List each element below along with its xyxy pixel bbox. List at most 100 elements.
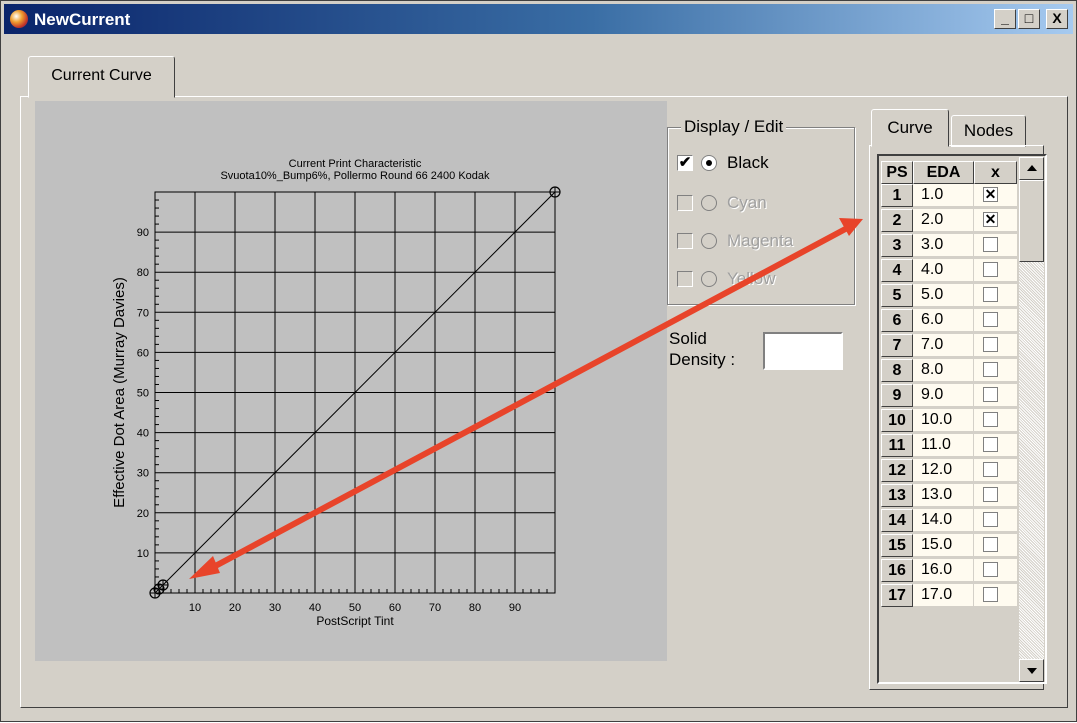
row-x-checkbox[interactable]: ✕ [983,211,998,227]
curve-chart[interactable]: 10 20 30 40 50 60 70 80 90 10 20 30 40 50 60 70 80 90 Curr… [35,101,667,661]
row-eda-14[interactable]: 14.0 [913,509,974,532]
row-eda-11[interactable]: 11.0 [913,434,974,457]
row-eda-8[interactable]: 8.0 [913,359,974,382]
row-x-checkbox[interactable] [983,237,998,252]
minimize-button[interactable]: _ [994,9,1016,29]
scroll-down-button[interactable] [1019,659,1044,682]
y-tick-label-20: 20 [137,508,149,520]
row-eda-9[interactable]: 9.0 [913,384,974,407]
tab-current-curve[interactable]: Current Curve [28,56,175,98]
row-eda-16[interactable]: 16.0 [913,559,974,582]
y-tick-label-80: 80 [137,267,149,279]
row-ps-6[interactable]: 6 [881,309,913,332]
row-x-17 [974,584,1017,607]
cyan-label: Cyan [727,193,767,212]
row-eda-17[interactable]: 17.0 [913,584,974,607]
row-x-14 [974,509,1017,532]
row-x-checkbox[interactable] [983,587,998,602]
y-tick-label-10: 10 [137,548,149,560]
row-eda-1[interactable]: 1.0 [913,184,974,207]
x-tick-label-40: 40 [309,602,321,614]
row-ps-9[interactable]: 9 [881,384,913,407]
row-ps-15[interactable]: 15 [881,534,913,557]
scroll-up-button[interactable] [1019,157,1044,180]
row-x-1: ✕ [974,184,1017,207]
row-ps-10[interactable]: 10 [881,409,913,432]
row-eda-10[interactable]: 10.0 [913,409,974,432]
row-x-checkbox[interactable] [983,312,998,327]
grid-scrollbar[interactable] [1019,157,1044,682]
row-ps-14[interactable]: 14 [881,509,913,532]
row-eda-15[interactable]: 15.0 [913,534,974,557]
row-ps-4[interactable]: 4 [881,259,913,282]
row-eda-3[interactable]: 3.0 [913,234,974,257]
row-x-8 [974,359,1017,382]
row-eda-12[interactable]: 12.0 [913,459,974,482]
row-ps-17[interactable]: 17 [881,584,913,607]
magenta-label: Magenta [727,231,794,250]
yellow-checkbox[interactable] [677,271,693,287]
row-eda-4[interactable]: 4.0 [913,259,974,282]
row-x-checkbox[interactable] [983,437,998,452]
row-x-checkbox[interactable] [983,287,998,302]
cyan-checkbox[interactable] [677,195,693,211]
window-title: NewCurrent [34,10,131,29]
row-x-checkbox[interactable] [983,487,998,502]
x-tick-label-60: 60 [389,602,401,614]
row-eda-13[interactable]: 13.0 [913,484,974,507]
x-tick-label-70: 70 [429,602,441,614]
chart-area[interactable]: 10 20 30 40 50 60 70 80 90 10 20 30 40 50 60 70 80 90 Curr… [35,101,667,661]
y-tick-label-50: 50 [137,388,149,400]
row-ps-5[interactable]: 5 [881,284,913,307]
row-x-checkbox[interactable] [983,387,998,402]
row-x-checkbox[interactable] [983,337,998,352]
row-x-9 [974,384,1017,407]
row-x-checkbox[interactable] [983,512,998,527]
tab-nodes[interactable]: Nodes [951,115,1026,147]
row-eda-6[interactable]: 6.0 [913,309,974,332]
cyan-radio[interactable] [701,195,717,211]
y-tick-label-90: 90 [137,227,149,239]
row-eda-7[interactable]: 7.0 [913,334,974,357]
header-x[interactable]: x [974,161,1017,184]
tab-curve[interactable]: Curve [871,109,949,147]
scroll-thumb[interactable] [1019,180,1044,262]
row-x-checkbox[interactable] [983,562,998,577]
row-ps-12[interactable]: 12 [881,459,913,482]
magenta-checkbox[interactable] [677,233,693,249]
close-button[interactable]: X [1046,9,1068,29]
row-eda-5[interactable]: 5.0 [913,284,974,307]
x-tick-label-80: 80 [469,602,481,614]
row-ps-16[interactable]: 16 [881,559,913,582]
magenta-radio[interactable] [701,233,717,249]
row-x-checkbox[interactable] [983,537,998,552]
solid-density-input[interactable] [763,332,843,370]
yellow-label: Yellow [727,269,776,288]
row-x-checkbox[interactable] [983,262,998,277]
row-eda-2[interactable]: 2.0 [913,209,974,232]
row-x-checkbox[interactable]: ✕ [983,186,998,202]
curve-grid[interactable]: PS EDA x 1 1.0 ✕ 2 2.0 ✕ 3 3.0 4 4.0 5 5.0 6 6.0 7 7.0 8… [877,154,1047,684]
radio-dot-icon [706,160,712,166]
row-ps-13[interactable]: 13 [881,484,913,507]
maximize-button[interactable]: □ [1018,9,1040,29]
row-ps-7[interactable]: 7 [881,334,913,357]
header-ps[interactable]: PS [881,161,913,184]
title-bar[interactable]: NewCurrent _ □ X [4,4,1073,34]
x-tick-label-50: 50 [349,602,361,614]
row-ps-1[interactable]: 1 [881,184,913,207]
row-ps-8[interactable]: 8 [881,359,913,382]
app-icon [10,10,28,28]
row-x-3 [974,234,1017,257]
row-ps-11[interactable]: 11 [881,434,913,457]
row-x-checkbox[interactable] [983,462,998,477]
yellow-radio[interactable] [701,271,717,287]
row-x-checkbox[interactable] [983,412,998,427]
header-eda[interactable]: EDA [913,161,974,184]
black-radio[interactable] [701,155,717,171]
row-x-checkbox[interactable] [983,362,998,377]
black-checkbox[interactable]: ✔ [677,155,693,171]
row-ps-3[interactable]: 3 [881,234,913,257]
row-ps-2[interactable]: 2 [881,209,913,232]
